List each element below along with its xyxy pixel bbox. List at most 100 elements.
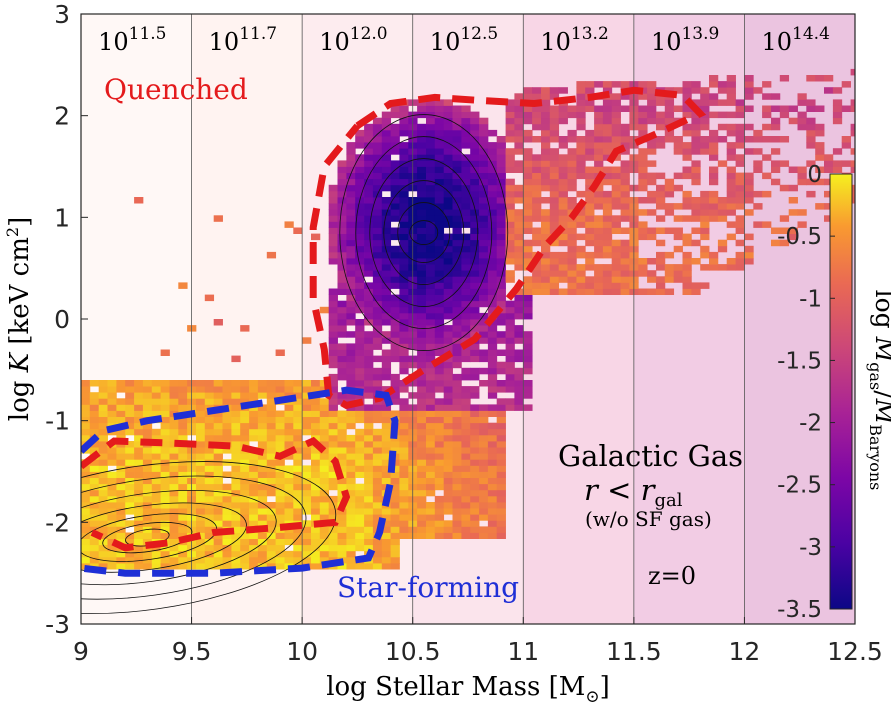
heat-cell	[399, 294, 409, 302]
heat-cell	[160, 416, 170, 424]
heat-cell	[151, 532, 162, 539]
heat-cell	[487, 489, 498, 497]
heat-cell	[231, 416, 241, 424]
heat-cell	[541, 166, 551, 173]
heat-cell	[470, 489, 480, 497]
heat-cell	[496, 465, 506, 472]
heat-cell	[434, 319, 445, 326]
heat-cell	[178, 556, 188, 564]
heat-cell	[682, 123, 692, 131]
heat-cell	[390, 233, 400, 241]
y-tick-label: 3	[54, 0, 70, 29]
heat-cell	[443, 166, 453, 173]
heat-cell	[452, 227, 462, 234]
heat-cell	[160, 459, 170, 466]
heat-cell	[426, 410, 436, 417]
heat-cell	[496, 361, 506, 369]
heat-cell	[744, 123, 754, 131]
heat-cell	[319, 306, 330, 314]
heat-cell	[355, 532, 365, 539]
heat-cell	[257, 416, 268, 424]
heat-cell	[89, 508, 100, 515]
heat-cell	[381, 215, 392, 222]
heat-cell	[664, 105, 675, 112]
heat-cell	[461, 532, 471, 539]
heat-cell	[151, 526, 162, 533]
heat-cell	[381, 142, 392, 149]
heat-cell	[452, 471, 462, 478]
heat-cell	[275, 392, 285, 399]
heat-cell	[585, 288, 595, 295]
heat-cell	[576, 148, 586, 155]
heat-cell	[231, 477, 241, 485]
heat-cell	[620, 245, 630, 253]
heat-cell	[532, 197, 542, 204]
heat-cell	[275, 538, 285, 546]
heat-cell	[470, 325, 480, 332]
heat-cell	[160, 453, 170, 460]
heat-cell	[709, 264, 719, 271]
heat-cell	[319, 447, 330, 454]
heat-cell	[390, 544, 400, 552]
heat-cell	[532, 227, 542, 234]
heat-cell	[779, 111, 790, 119]
heat-cell	[850, 160, 855, 167]
heat-cell	[841, 105, 851, 112]
heat-cell	[726, 258, 736, 265]
heat-cell	[744, 251, 754, 259]
heat-cell	[355, 380, 365, 387]
heat-cell	[381, 239, 392, 247]
heat-cell	[417, 270, 427, 277]
heat-cell	[231, 495, 241, 503]
heat-cell	[346, 441, 356, 448]
heat-cell	[293, 550, 303, 558]
heat-cell	[487, 172, 498, 180]
heat-cell	[452, 239, 462, 247]
heat-cell	[452, 343, 462, 350]
heat-cell	[479, 123, 489, 131]
heat-cell	[372, 148, 383, 155]
heat-cell	[390, 178, 400, 186]
heat-cell	[355, 215, 365, 222]
heat-cell	[257, 441, 268, 448]
heat-cell	[426, 117, 436, 125]
heat-cell	[470, 373, 480, 381]
heat-cell	[81, 544, 91, 552]
heat-cell	[682, 197, 692, 204]
heat-cell	[434, 416, 445, 424]
heat-cell	[682, 105, 692, 112]
heat-cell	[434, 502, 445, 509]
heat-cell	[496, 178, 506, 186]
heat-cell	[726, 111, 736, 119]
heat-cell	[647, 178, 657, 186]
heat-cell	[549, 87, 560, 94]
heat-cell	[673, 276, 683, 283]
heat-cell	[319, 441, 330, 448]
heat-cell	[638, 123, 648, 131]
heat-cell	[337, 477, 347, 485]
heat-cell	[381, 258, 392, 265]
heat-cell	[284, 410, 294, 417]
heat-cell	[249, 508, 259, 515]
heat-cell	[134, 508, 144, 515]
y-tick-label: 2	[54, 102, 70, 131]
heat-cell	[417, 477, 427, 485]
heat-cell	[443, 422, 453, 430]
heat-cell	[328, 380, 338, 387]
heat-cell	[275, 434, 285, 442]
heat-cell	[523, 258, 533, 265]
heat-cell	[355, 392, 365, 399]
heat-cell	[620, 258, 630, 265]
heat-cell	[328, 404, 338, 411]
heat-cell	[585, 190, 595, 198]
heat-cell	[434, 160, 445, 167]
heat-cell	[487, 282, 498, 289]
heat-cell	[594, 215, 604, 222]
heat-cell	[98, 471, 108, 478]
colorbar-gradient	[829, 173, 853, 610]
heat-cell	[266, 422, 277, 430]
heat-cell	[125, 404, 135, 411]
heat-cell	[346, 526, 356, 533]
heat-cell	[178, 459, 188, 466]
heat-cell	[638, 184, 648, 192]
